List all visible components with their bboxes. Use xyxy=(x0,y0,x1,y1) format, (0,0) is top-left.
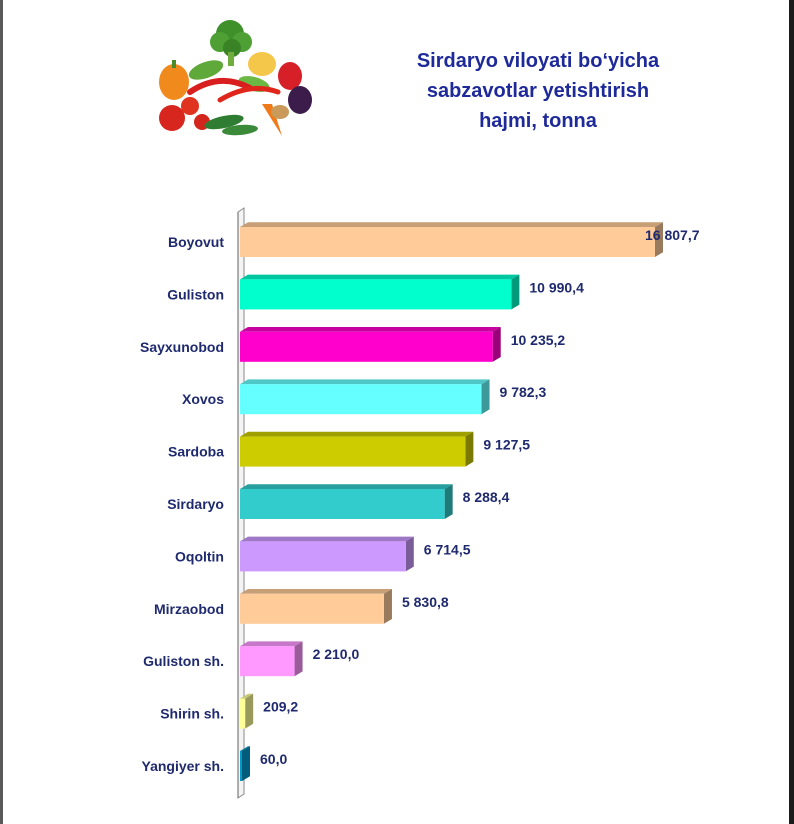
chart-title: Sirdaryo viloyati bo‘yicha sabzavotlar y… xyxy=(380,46,696,136)
bar-side-face xyxy=(245,693,254,729)
category-label: Guliston sh. xyxy=(143,653,224,669)
bar-side-face xyxy=(294,641,303,677)
vegetables-illustration xyxy=(159,20,312,136)
bar-side-face xyxy=(383,589,392,624)
bar xyxy=(240,384,482,415)
bar-top-face xyxy=(240,431,474,437)
bar xyxy=(240,541,406,572)
category-label: Yangiyer sh. xyxy=(142,758,224,774)
bar xyxy=(240,279,512,310)
value-label: 6 714,5 xyxy=(424,541,471,557)
category-label: Sirdaryo xyxy=(167,496,224,512)
value-label: 5 830,8 xyxy=(402,594,449,610)
bar-side-face xyxy=(242,746,250,781)
bar xyxy=(240,751,242,781)
bar-top-face xyxy=(240,274,520,280)
bar-side-face xyxy=(511,274,520,310)
bar xyxy=(240,593,384,624)
chart-title-line-1: Sirdaryo viloyati bo‘yicha xyxy=(416,50,660,72)
bar-side-face xyxy=(492,327,501,362)
category-label: Shirin sh. xyxy=(160,706,224,722)
bar-top-face xyxy=(240,484,453,489)
value-label: 2 210,0 xyxy=(313,646,360,662)
bar xyxy=(240,436,466,467)
category-label: Xovos xyxy=(182,391,224,407)
bar-top-face xyxy=(240,589,392,594)
category-label: Sardoba xyxy=(168,444,224,460)
chart-title-line-3: hajmi, tonna xyxy=(479,110,597,132)
value-label: 10 235,2 xyxy=(511,332,566,348)
bar xyxy=(240,646,295,677)
bar-top-face xyxy=(240,536,414,542)
value-label: 9 127,5 xyxy=(483,437,530,453)
bar xyxy=(240,698,246,729)
value-label: 209,2 xyxy=(263,699,298,715)
left-border xyxy=(0,0,3,824)
bar-side-face xyxy=(405,536,414,572)
category-label: Sayxunobod xyxy=(140,339,224,355)
bar-top-face xyxy=(240,379,490,385)
value-label: 60,0 xyxy=(260,751,287,767)
category-label: Oqoltin xyxy=(175,548,224,564)
bar-top-face xyxy=(240,746,250,751)
bar-top-face xyxy=(240,641,303,647)
chart-title-line-2: sabzavotlar yetishtirish xyxy=(426,80,650,102)
category-label: Guliston xyxy=(167,286,224,302)
bar-top-face xyxy=(240,327,501,332)
value-label: 8 288,4 xyxy=(463,489,510,505)
value-label: 9 782,3 xyxy=(500,384,547,400)
category-label: Mirzaobod xyxy=(154,601,224,617)
right-border xyxy=(789,0,794,824)
category-label: Boyovut xyxy=(168,234,224,250)
bar xyxy=(240,331,493,362)
bar-side-face xyxy=(481,379,490,415)
bar-side-face xyxy=(465,431,474,467)
bar-top-face xyxy=(240,222,663,227)
bar xyxy=(240,227,655,257)
value-label: 10 990,4 xyxy=(529,279,584,295)
bar-top-face xyxy=(240,693,254,699)
bar-side-face xyxy=(444,484,453,519)
value-label: 16 807,7 xyxy=(645,227,700,243)
bar-side-face xyxy=(655,222,663,257)
bar xyxy=(240,489,445,519)
